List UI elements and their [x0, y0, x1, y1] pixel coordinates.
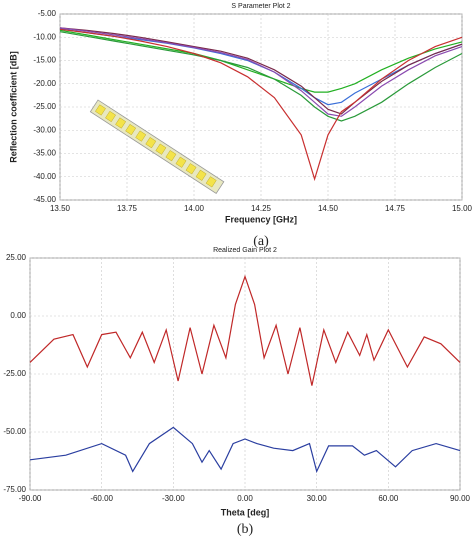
x-tick-label: 14.50 [318, 204, 339, 213]
x-tick-label: 14.25 [251, 204, 272, 213]
x-tick-label: 14.75 [385, 204, 406, 213]
x-tick-label: 14.00 [184, 204, 205, 213]
x-tick-label: 90.00 [450, 494, 471, 503]
y-tick-label: -50.00 [3, 427, 26, 436]
x-tick-label: 13.75 [117, 204, 138, 213]
x-tick-label: -90.00 [19, 494, 42, 503]
series-line [59, 27, 463, 115]
chart-title: Realized Gain Plot 2 [213, 247, 277, 254]
x-tick-label: -30.00 [162, 494, 185, 503]
y-axis-label: Reflection coefficient [dB] [8, 51, 18, 163]
chart-title: S Parameter Plot 2 [231, 3, 290, 10]
x-tick-label: 15.00 [452, 204, 473, 213]
series-line [59, 28, 463, 106]
y-tick-label: -30.00 [33, 125, 56, 134]
x-tick-label: 60.00 [378, 494, 399, 503]
x-axis-label: Theta [deg] [221, 507, 270, 517]
antenna-inset [89, 99, 225, 194]
x-tick-label: 0.00 [237, 494, 253, 503]
caption: (b) [237, 522, 254, 537]
series-line [59, 27, 463, 117]
y-tick-label: -15.00 [33, 56, 56, 65]
x-tick-label: 30.00 [307, 494, 328, 503]
y-tick-label: 0.00 [10, 311, 26, 320]
y-tick-label: 25.00 [6, 253, 27, 262]
y-tick-label: -75.00 [3, 485, 26, 494]
x-tick-label: 13.50 [50, 204, 71, 213]
y-tick-label: -35.00 [33, 149, 56, 158]
x-axis-label: Frequency [GHz] [225, 214, 297, 224]
y-tick-label: -25.00 [3, 369, 26, 378]
series-line [59, 28, 463, 182]
series-line [59, 31, 463, 122]
series-line [59, 29, 463, 93]
series-line [29, 274, 461, 386]
y-tick-label: -5.00 [38, 9, 57, 18]
series-line [29, 426, 461, 474]
caption: (a) [253, 234, 269, 249]
x-tick-label: -60.00 [90, 494, 113, 503]
y-tick-label: -40.00 [33, 172, 56, 181]
y-tick-label: -20.00 [33, 79, 56, 88]
antenna-patches [95, 104, 217, 188]
y-tick-label: -25.00 [33, 102, 56, 111]
y-tick-label: -45.00 [33, 195, 56, 204]
y-tick-label: -10.00 [33, 32, 56, 41]
